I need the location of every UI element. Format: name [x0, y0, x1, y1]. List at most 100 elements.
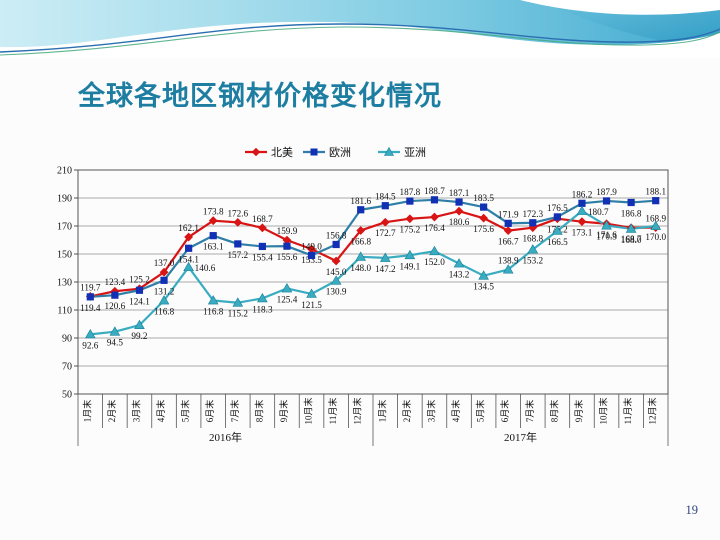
data-point-marker	[234, 240, 242, 248]
data-label: 171.9	[498, 209, 519, 219]
data-point-marker	[356, 226, 366, 235]
series-line-2	[90, 209, 656, 336]
data-label: 180.6	[449, 217, 470, 227]
data-point-marker	[430, 196, 439, 204]
data-label: 149.1	[400, 261, 421, 271]
data-point-marker	[283, 242, 291, 250]
data-point-marker	[552, 225, 563, 235]
data-point-marker	[160, 276, 168, 284]
data-point-marker	[479, 213, 489, 223]
data-point-marker	[257, 223, 267, 233]
data-label: 163.1	[203, 242, 224, 252]
data-label: 131.2	[154, 286, 175, 296]
data-label: 166.5	[547, 237, 568, 247]
data-point-marker	[134, 319, 145, 330]
data-point-marker	[209, 232, 217, 240]
data-label: 171.6	[596, 230, 617, 240]
data-point-marker	[357, 206, 365, 214]
data-label: 166.8	[350, 236, 371, 246]
data-label: 187.1	[449, 188, 470, 198]
series-line-0	[90, 210, 656, 298]
data-label: 170.0	[645, 232, 666, 242]
data-label: 172.7	[375, 228, 396, 238]
data-label: 153.2	[522, 256, 543, 266]
data-label: 184.5	[375, 192, 396, 202]
data-label: 180.7	[588, 207, 609, 217]
x-axis-label: 2月末	[401, 400, 412, 423]
data-label: 147.2	[375, 264, 396, 274]
x-axis-label: 3月末	[130, 400, 141, 423]
data-point-marker	[232, 297, 244, 307]
legend-marker	[310, 148, 318, 156]
data-label: 149.0	[301, 241, 322, 251]
data-point-marker	[86, 293, 94, 301]
data-point-marker	[652, 197, 660, 205]
data-label: 148.0	[350, 263, 371, 273]
data-label: 119.7	[80, 282, 101, 292]
year-label: 2016年	[209, 430, 242, 444]
x-axis-label: 12月末	[647, 397, 658, 424]
data-label: 94.5	[107, 338, 123, 348]
data-label: 137.0	[154, 258, 175, 268]
data-label: 162.1	[178, 223, 199, 233]
data-label: 183.5	[473, 193, 494, 203]
x-axis-label: 9月末	[278, 400, 289, 423]
data-label: 145.0	[326, 267, 347, 277]
data-point-marker	[480, 203, 488, 211]
data-label: 119.4	[80, 303, 101, 313]
data-point-marker	[257, 292, 268, 303]
x-axis-label: 11月末	[327, 398, 338, 425]
y-axis-label: 190	[57, 194, 72, 205]
legend-label: 北美	[271, 146, 293, 159]
data-point-marker	[84, 328, 96, 339]
data-point-marker	[307, 251, 316, 259]
x-axis-label: 11月末	[622, 398, 633, 425]
x-axis-label: 5月末	[475, 400, 486, 423]
y-axis-label: 50	[62, 390, 72, 401]
data-label: 143.2	[449, 270, 470, 280]
data-point-marker	[159, 267, 169, 277]
wave-green-line	[0, 26, 720, 56]
data-point-marker	[650, 220, 662, 230]
x-axis-label: 5月末	[180, 400, 191, 423]
series-line-1	[90, 198, 656, 298]
x-axis-label: 9月末	[573, 400, 584, 423]
data-point-marker	[307, 244, 316, 254]
y-axis-label: 110	[57, 306, 72, 317]
data-label: 173.1	[572, 228, 593, 238]
data-point-marker	[331, 256, 341, 266]
data-point-marker	[330, 275, 342, 285]
data-point-marker	[306, 288, 317, 298]
data-label: 92.6	[82, 340, 98, 350]
x-axis-label: 7月末	[524, 400, 535, 423]
data-label: 125.2	[129, 275, 150, 285]
data-label: 168.9	[645, 214, 666, 224]
data-point-marker	[625, 223, 637, 233]
data-point-marker	[379, 252, 391, 262]
data-point-marker	[627, 198, 635, 207]
data-point-marker	[281, 283, 293, 293]
data-label: 175.6	[473, 224, 494, 234]
data-label: 155.6	[277, 252, 298, 262]
data-point-marker	[380, 217, 390, 227]
data-point-marker	[430, 212, 439, 222]
data-point-marker	[282, 235, 292, 245]
data-point-marker	[577, 217, 587, 227]
data-label: 130.9	[326, 287, 347, 297]
data-point-marker	[406, 197, 414, 205]
data-point-marker	[258, 242, 266, 251]
legend-label: 欧洲	[329, 146, 351, 159]
data-label: 116.8	[203, 306, 224, 316]
data-label: 186.2	[572, 189, 593, 199]
page-title: 全球各地区钢材价格变化情况	[78, 81, 442, 111]
data-label: 166.7	[498, 237, 519, 247]
data-label: 121.5	[301, 300, 322, 310]
x-axis-label: 2月末	[106, 400, 117, 423]
data-label: 186.8	[621, 208, 642, 218]
y-axis-label: 90	[62, 334, 72, 345]
data-label: 154.1	[178, 254, 199, 264]
data-label: 99.2	[131, 331, 147, 341]
data-point-marker	[233, 217, 243, 227]
data-point-marker	[478, 270, 489, 280]
